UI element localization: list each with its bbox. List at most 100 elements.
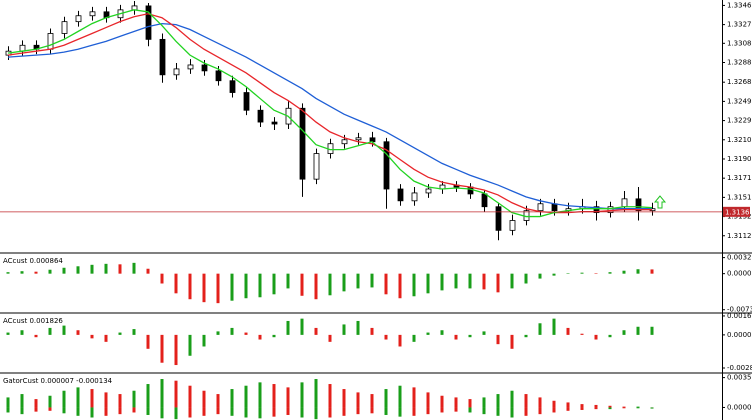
gator-upper-bar: [76, 387, 80, 408]
histogram-bar: [104, 263, 108, 274]
histogram-bar: [286, 320, 290, 335]
y-tick-label: 0.0016330: [727, 312, 752, 320]
histogram-bar: [118, 264, 122, 274]
histogram-bar: [342, 273, 346, 292]
gator-upper-bar: [426, 392, 430, 408]
histogram-bar: [244, 273, 248, 299]
gator-upper-bar: [356, 392, 360, 408]
histogram-bar: [272, 273, 276, 295]
histogram-bar: [608, 272, 612, 274]
gator-upper-bar: [384, 389, 388, 408]
histogram-bar: [426, 332, 430, 335]
buy-arrow: [653, 195, 667, 209]
histogram-bar: [104, 334, 108, 342]
y-tick-label: 1.33465: [727, 1, 752, 9]
gator-lower-bar: [272, 407, 276, 417]
histogram-bar: [146, 334, 150, 349]
candle-body: [229, 80, 236, 93]
histogram-bar: [160, 334, 164, 363]
gator-lower-bar: [650, 407, 654, 409]
histogram-bar: [328, 273, 332, 296]
gator-lower-bar: [244, 407, 248, 418]
gator-lower-bar: [76, 407, 80, 416]
histogram-bar: [412, 334, 416, 342]
histogram-bar: [370, 273, 374, 288]
histogram-bar: [118, 332, 122, 335]
histogram-bar: [160, 273, 164, 284]
candle-body: [257, 109, 264, 123]
histogram-bar: [426, 273, 430, 294]
histogram-bar: [356, 273, 360, 289]
histogram-bar: [622, 270, 626, 274]
candle-body: [75, 15, 82, 23]
gator-lower-bar: [426, 407, 430, 415]
gator-upper-bar: [594, 404, 598, 408]
histogram-bar: [62, 267, 66, 274]
candle-body: [593, 206, 600, 214]
histogram-bar: [6, 332, 10, 335]
histogram-bar: [48, 269, 52, 274]
histogram-bar: [230, 327, 234, 335]
histogram-bar: [90, 334, 94, 339]
gator-lower-bar: [62, 407, 66, 414]
gator-lower-bar: [104, 407, 108, 416]
gator-upper-bar: [6, 397, 10, 408]
y-tick-label: -0.0028560: [727, 364, 752, 372]
histogram-bar: [6, 272, 10, 274]
gator-upper-bar: [412, 387, 416, 408]
y-tick-label: 1.32685: [727, 78, 752, 86]
histogram-bar: [300, 273, 304, 296]
candle-body: [47, 33, 54, 50]
histogram-bar: [468, 273, 472, 289]
gator-lower-bar: [160, 407, 164, 419]
histogram-bar: [258, 273, 262, 298]
histogram-bar: [384, 273, 388, 295]
gator-upper-bar: [272, 384, 276, 408]
gator-upper-bar: [314, 379, 318, 408]
candle-body: [131, 5, 138, 11]
y-tick-label: 1.32295: [727, 117, 752, 125]
candle-body: [173, 68, 180, 76]
histogram-bar: [580, 333, 584, 335]
candle-body: [89, 11, 96, 17]
gator-upper-bar: [510, 390, 514, 408]
histogram-bar: [594, 334, 598, 340]
candle-body: [551, 203, 558, 212]
gator-lower-bar: [216, 407, 220, 415]
histogram-bar: [272, 334, 276, 338]
gator-lower-bar: [510, 407, 514, 418]
histogram-bar: [636, 269, 640, 274]
histogram-bar: [650, 326, 654, 335]
gator-lower-bar: [202, 407, 206, 416]
gator-lower-bar: [314, 407, 318, 420]
candle-body: [355, 137, 362, 141]
histogram-bar: [258, 334, 262, 340]
candle-body: [495, 206, 502, 231]
histogram-bar: [538, 273, 542, 279]
gator-lower-bar: [300, 407, 304, 418]
candle-body: [635, 198, 642, 212]
current-price-box: [723, 206, 750, 217]
panel-title: ACcust 0.001826: [3, 317, 63, 325]
histogram-bar: [496, 334, 500, 345]
gator-upper-bar: [48, 395, 52, 408]
gator-upper-bar: [118, 394, 122, 408]
histogram-bar: [20, 330, 24, 335]
candle-body: [383, 141, 390, 190]
gator-upper-bar: [566, 402, 570, 408]
histogram-bar: [132, 262, 136, 274]
histogram-bar: [356, 320, 360, 335]
histogram-bar: [132, 329, 136, 335]
gator-lower-bar: [454, 407, 458, 412]
histogram-bar: [216, 331, 220, 335]
gator-lower-bar: [384, 407, 388, 415]
gator-lower-bar: [538, 407, 542, 415]
histogram-bar: [398, 334, 402, 347]
candle-body: [313, 153, 320, 180]
histogram-bar: [244, 332, 248, 335]
gator-lower-bar: [342, 407, 346, 416]
histogram-bar: [482, 273, 486, 290]
panel-title: GatorCust 0.000007 -0.000134: [3, 377, 113, 385]
histogram-bar: [76, 266, 80, 274]
